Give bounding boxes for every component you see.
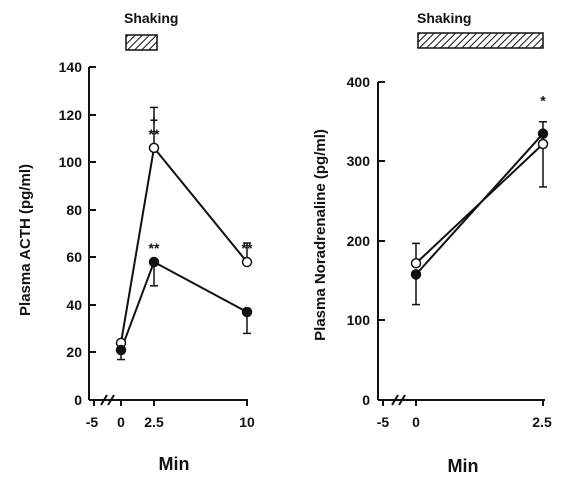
x-tick-label: -5 <box>377 414 390 430</box>
y-tick-label: 80 <box>66 202 82 218</box>
x-tick-label: 0 <box>117 414 125 430</box>
axis-break <box>391 394 399 406</box>
x-ticks: -5 0 2.5 10 <box>86 400 255 430</box>
axis-break <box>100 394 108 406</box>
series-line-filled <box>415 133 544 276</box>
y-tick-label: 140 <box>59 59 83 75</box>
x-axis-label: Min <box>159 454 190 474</box>
axis-break <box>398 394 406 406</box>
shaking-label: Shaking <box>124 10 178 26</box>
filled-circle-point <box>537 128 549 139</box>
significance-marker: ** <box>149 240 160 256</box>
y-tick-label: 400 <box>347 74 371 90</box>
filled-circle-point <box>241 306 253 318</box>
significance-marker: ** <box>242 240 253 256</box>
filled-circle-point <box>115 344 127 356</box>
y-ticks: 0 100 200 300 400 <box>347 74 385 408</box>
open-circle-point <box>410 258 422 269</box>
y-tick-label: 0 <box>74 392 82 408</box>
noradrenaline-series: * <box>410 93 549 306</box>
x-ticks: -5 0 2.5 <box>377 400 552 430</box>
shaking-bar <box>417 32 544 49</box>
y-tick-label: 20 <box>66 344 82 360</box>
filled-circle-point <box>410 269 422 280</box>
shaking-label: Shaking <box>417 10 471 26</box>
axis-break <box>107 394 115 406</box>
open-circle-point <box>537 138 549 150</box>
y-ticks: 0 20 40 60 80 100 120 140 <box>59 59 96 408</box>
x-tick-label: 2.5 <box>144 414 164 430</box>
y-tick-label: 40 <box>66 297 82 313</box>
y-axis-label: Plasma ACTH (pg/ml) <box>17 164 34 316</box>
open-circle-point <box>148 142 160 154</box>
significance-marker: * <box>540 93 546 109</box>
y-tick-label: 200 <box>347 233 371 249</box>
x-tick-label: -5 <box>86 414 99 430</box>
x-tick-label: 0 <box>412 414 420 430</box>
y-tick-label: 100 <box>347 312 371 328</box>
x-tick-label: 2.5 <box>532 414 552 430</box>
acth-series: **+** ** <box>115 106 253 361</box>
x-axis-label: Min <box>448 456 479 476</box>
y-axis-label: Plasma Noradrenaline (pg/ml) <box>312 129 329 341</box>
significance-marker: + <box>150 112 158 128</box>
acth-chart: Shaking Plasma ACTH (pg/ml) 0 20 40 60 8… <box>17 10 255 474</box>
noradrenaline-chart: Shaking Plasma Noradrenaline (pg/ml) 0 1… <box>312 10 552 476</box>
x-tick-label: 10 <box>239 414 255 430</box>
y-tick-label: 300 <box>347 153 371 169</box>
y-tick-label: 0 <box>362 392 370 408</box>
y-tick-label: 100 <box>59 154 83 170</box>
shaking-bar <box>125 34 158 51</box>
series-line-open <box>120 145 248 344</box>
open-circle-point <box>241 256 253 268</box>
series-line-filled <box>120 260 248 351</box>
significance-marker: ** <box>149 126 160 142</box>
y-tick-label: 60 <box>66 249 82 265</box>
filled-circle-point <box>148 256 160 268</box>
y-tick-label: 120 <box>59 107 83 123</box>
